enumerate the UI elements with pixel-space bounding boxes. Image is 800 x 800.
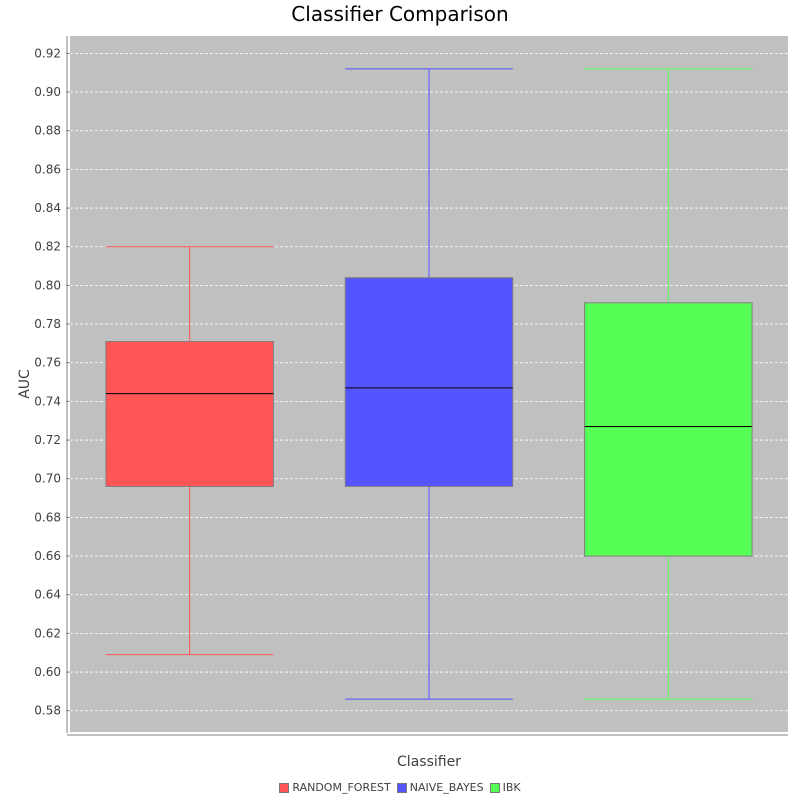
legend-swatch (489, 782, 500, 793)
y-tick-label: 0.78 (34, 317, 61, 331)
box-random-forest (105, 246, 274, 656)
y-tick-label: 0.88 (34, 124, 61, 138)
iqr-box (105, 340, 274, 487)
legend-swatch (279, 782, 290, 793)
legend-swatch (396, 782, 407, 793)
y-tick-label: 0.62 (34, 626, 61, 640)
y-tick-label: 0.84 (34, 201, 61, 215)
y-tick-label: 0.76 (34, 356, 61, 370)
legend: RANDOM_FOREST NAIVE_BAYES IBK (0, 781, 800, 794)
y-tick-label: 0.82 (34, 240, 61, 254)
chart-title: Classifier Comparison (291, 2, 509, 26)
iqr-box (344, 277, 514, 487)
box-naive-bayes (344, 68, 514, 700)
y-tick-label: 0.80 (34, 278, 61, 292)
legend-item: RANDOM_FOREST (279, 781, 391, 794)
y-tick-label: 0.60 (34, 665, 61, 679)
legend-label: IBK (502, 781, 521, 794)
y-tick-label: 0.90 (34, 85, 61, 99)
legend-item: IBK (489, 781, 521, 794)
y-tick-label: 0.58 (34, 704, 61, 718)
y-tick-label: 0.66 (34, 549, 61, 563)
legend-label: RANDOM_FOREST (292, 781, 391, 794)
box-ibk (584, 68, 753, 700)
y-tick-label: 0.74 (34, 394, 61, 408)
y-tick-label: 0.92 (34, 46, 61, 60)
legend-label: NAIVE_BAYES (409, 781, 484, 794)
y-tick-label: 0.86 (34, 162, 61, 176)
x-axis-title: Classifier (397, 754, 461, 770)
iqr-box (584, 302, 753, 557)
legend-item: NAIVE_BAYES (396, 781, 484, 794)
y-tick-label: 0.70 (34, 472, 61, 486)
y-tick-label: 0.72 (34, 433, 61, 447)
y-tick-label: 0.64 (34, 588, 61, 602)
y-axis-title: AUC (17, 369, 33, 399)
y-tick-label: 0.68 (34, 510, 61, 524)
